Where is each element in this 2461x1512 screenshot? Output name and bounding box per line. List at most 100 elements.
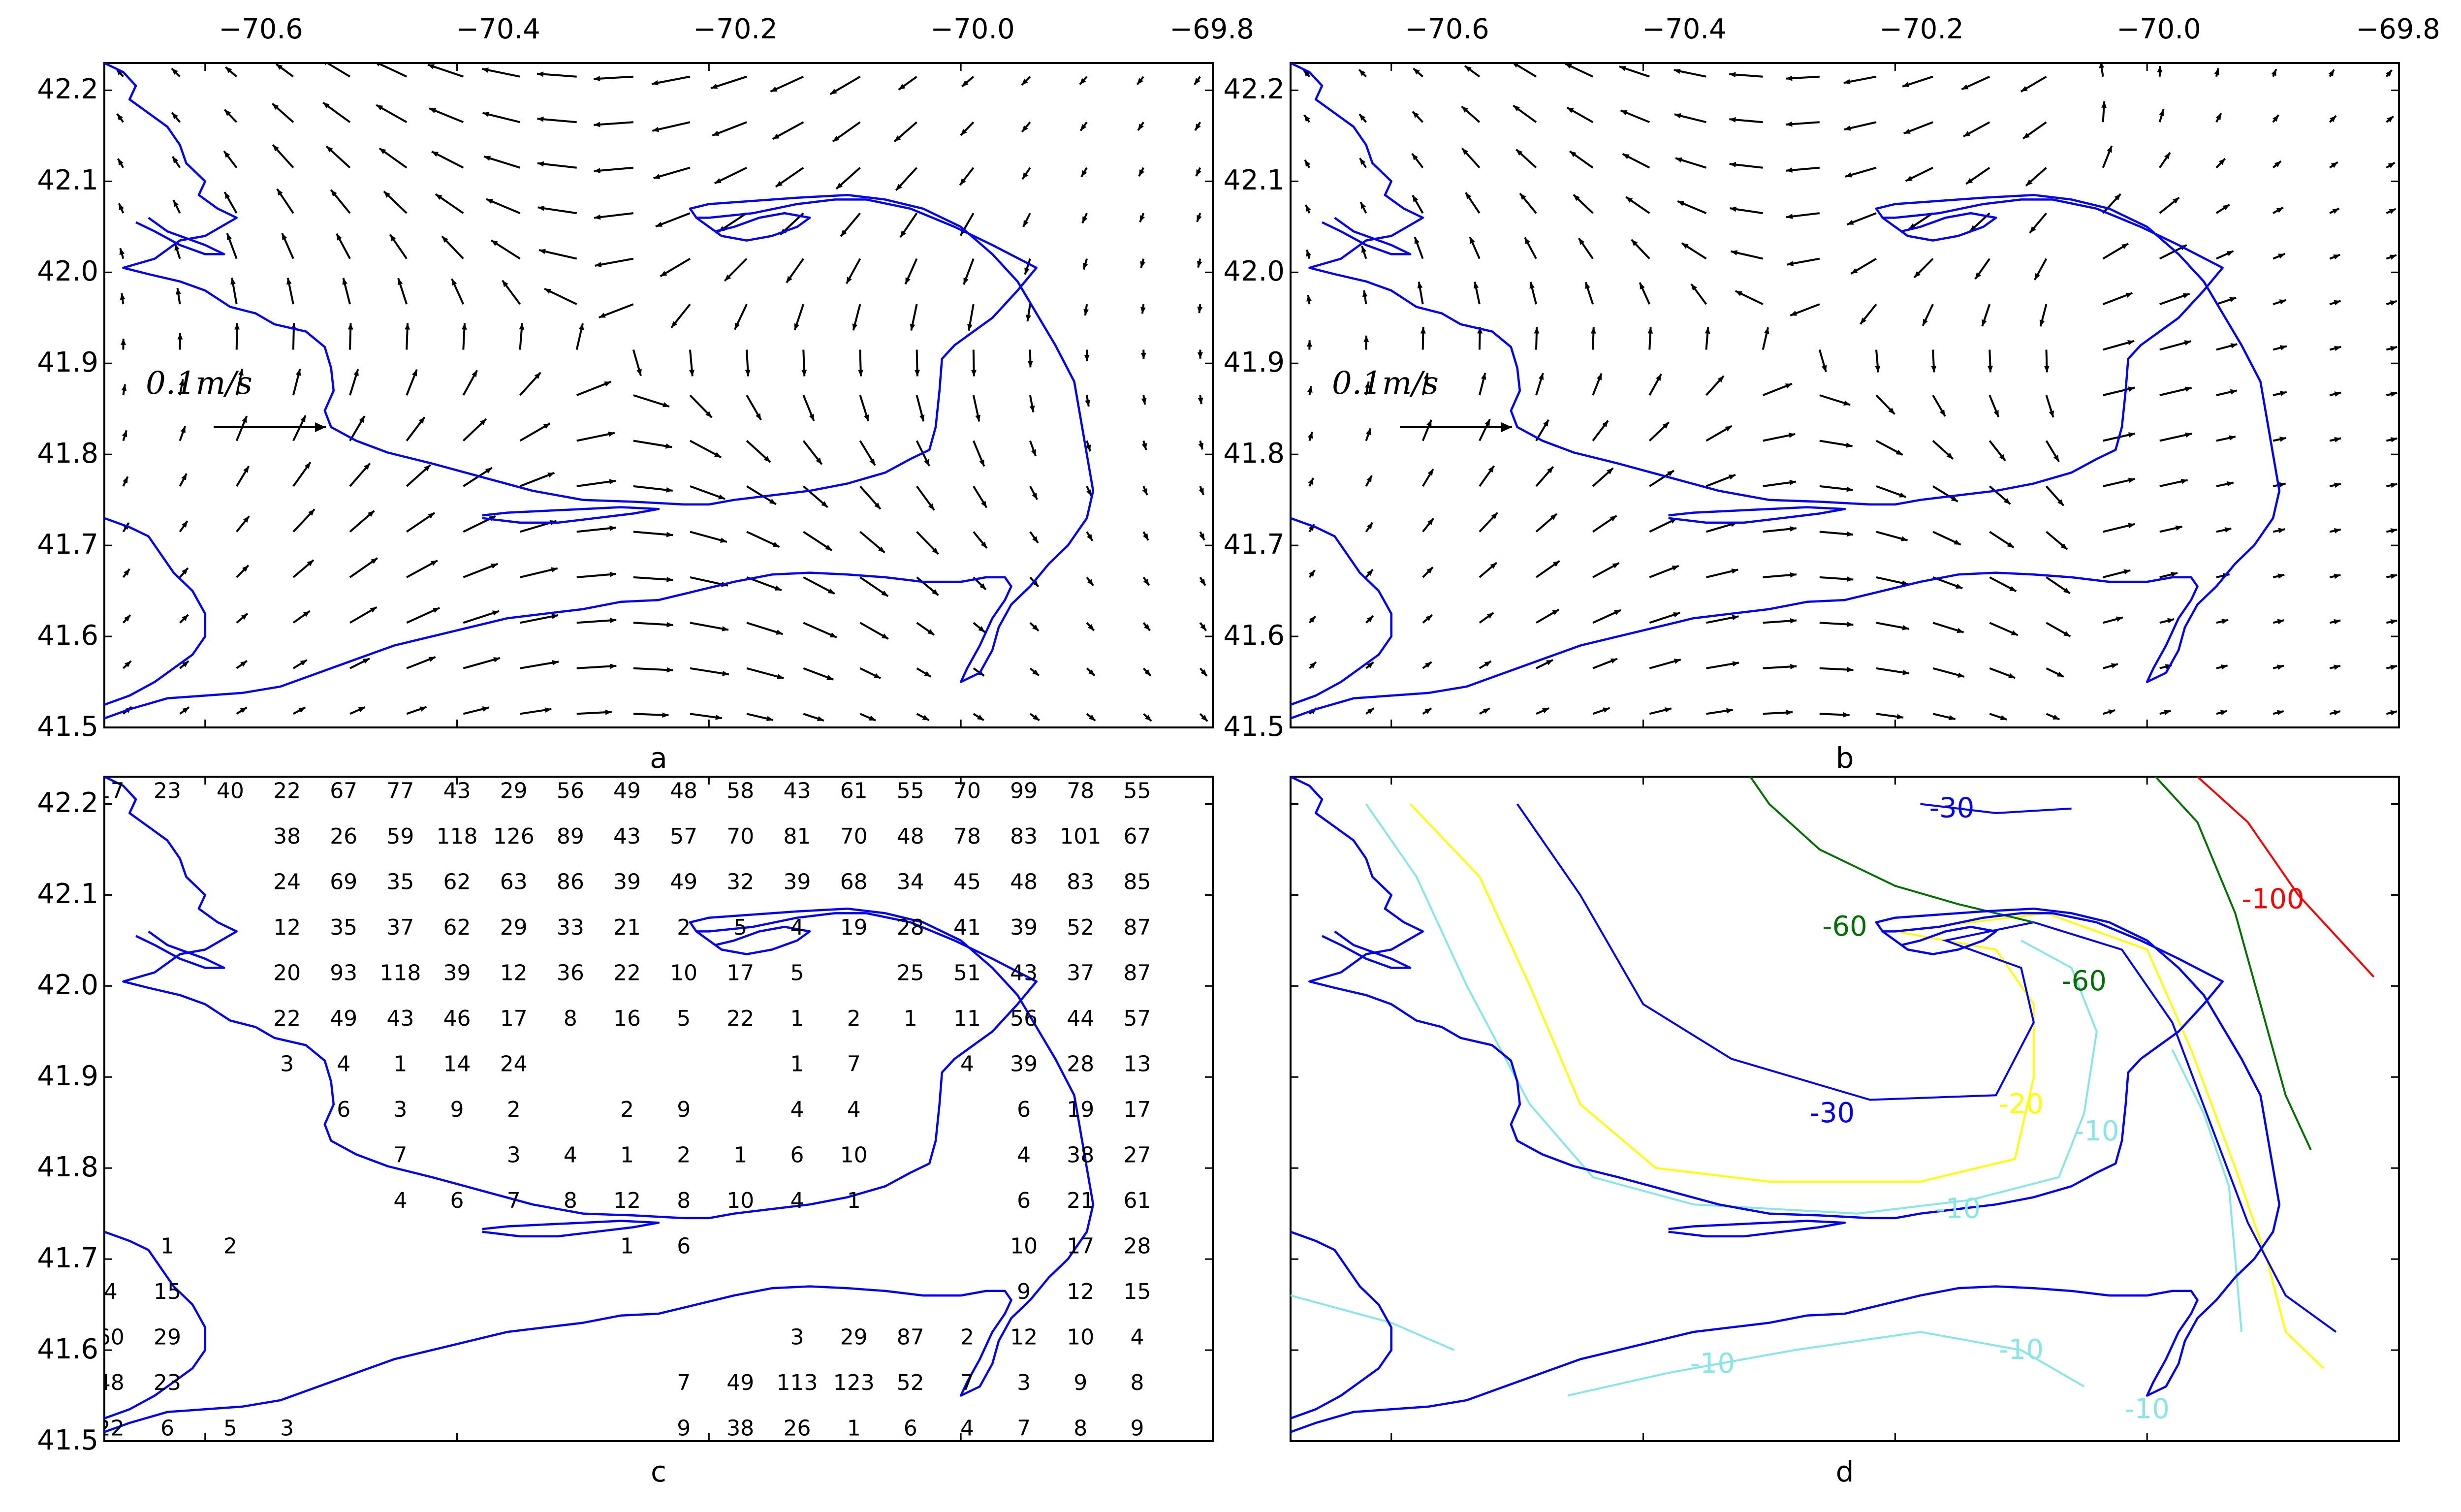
velocity-arrowhead bbox=[491, 240, 498, 246]
velocity-arrowhead bbox=[1900, 536, 1908, 541]
velocity-arrowhead bbox=[2277, 573, 2285, 579]
velocity-arrow bbox=[325, 63, 351, 78]
grid-value: 40 bbox=[217, 779, 244, 804]
velocity-arrowhead bbox=[1732, 615, 1739, 621]
grid-value: 55 bbox=[1124, 779, 1151, 804]
grid-value: 9 bbox=[677, 1416, 691, 1441]
velocity-arrowhead bbox=[182, 661, 189, 667]
velocity-arrowhead bbox=[2221, 619, 2229, 624]
grid-value: 21 bbox=[613, 915, 641, 940]
velocity-arrowhead bbox=[1552, 561, 1560, 567]
velocity-arrowhead bbox=[1851, 268, 1858, 274]
velocity-arrowhead bbox=[1198, 442, 1204, 450]
velocity-arrowhead bbox=[830, 89, 837, 94]
velocity-arrowhead bbox=[1640, 283, 1645, 290]
velocity-arrowhead bbox=[2044, 366, 2050, 373]
grid-value: 60 bbox=[97, 1324, 125, 1350]
velocity-arrowhead bbox=[766, 716, 773, 722]
grid-value: 1 bbox=[733, 1143, 747, 1168]
velocity-arrowhead bbox=[1420, 327, 1426, 334]
velocity-arrowhead bbox=[2175, 525, 2182, 531]
velocity-arrowhead bbox=[1488, 466, 1494, 473]
velocity-arrowhead bbox=[960, 178, 966, 186]
velocity-arrowhead bbox=[1728, 474, 1735, 480]
velocity-arrowhead bbox=[1087, 579, 1094, 586]
velocity-arrowhead bbox=[718, 494, 726, 500]
panel-c-content: 17 23 40 22 67 77 43 29 56 49 48 58 43 61 55 70 99 78 5538… bbox=[97, 777, 1151, 1441]
depth-contour bbox=[1365, 803, 2098, 1215]
velocity-arrowhead bbox=[2128, 432, 2135, 438]
grid-value: 23 bbox=[154, 1370, 181, 1395]
scale-arrowhead-b bbox=[1501, 422, 1512, 432]
velocity-arrowhead bbox=[2180, 478, 2188, 484]
velocity-arrowhead bbox=[816, 457, 822, 465]
velocity-arrowhead bbox=[1846, 442, 1853, 448]
velocity-arrowhead bbox=[331, 189, 337, 197]
velocity-arrowhead bbox=[1656, 374, 1662, 381]
coastline-5 bbox=[1668, 1220, 1846, 1238]
velocity-arrowhead bbox=[1529, 282, 1535, 289]
velocity-arrowhead bbox=[1087, 624, 1094, 631]
velocity-arrowhead bbox=[660, 271, 667, 277]
lon-tick-label-a: −69.8 bbox=[1169, 13, 1254, 45]
velocity-arrowhead bbox=[1790, 663, 1797, 669]
lat-tick-label-a: 41.9 bbox=[37, 346, 98, 378]
velocity-arrowhead bbox=[1079, 78, 1086, 85]
velocity-arrowhead bbox=[1975, 272, 1981, 280]
contour-label: -10 bbox=[1936, 1193, 1981, 1225]
velocity-arrowhead bbox=[537, 205, 545, 211]
velocity-arrowhead bbox=[2276, 207, 2283, 213]
velocity-arrowhead bbox=[2167, 618, 2175, 624]
velocity-arrowhead bbox=[1364, 381, 1370, 388]
grid-value: 81 bbox=[784, 824, 811, 849]
velocity-arrowhead bbox=[1946, 452, 1953, 459]
coastline-4 bbox=[1322, 217, 1412, 255]
velocity-arrowhead bbox=[1788, 433, 1796, 438]
velocity-arrowhead bbox=[2274, 161, 2281, 167]
velocity-arrowhead bbox=[1085, 400, 1091, 407]
velocity-arrowhead bbox=[594, 76, 600, 82]
lon-tick-label-a: −70.6 bbox=[219, 13, 303, 45]
velocity-arrowhead bbox=[550, 567, 558, 573]
velocity-arrowhead bbox=[609, 479, 616, 485]
grid-value: 22 bbox=[726, 1006, 754, 1031]
velocity-arrowhead bbox=[1084, 354, 1090, 361]
grid-value: 8 bbox=[564, 1188, 577, 1213]
velocity-arrowhead bbox=[714, 452, 722, 458]
velocity-arrowhead bbox=[1197, 215, 1202, 222]
velocity-arrowhead bbox=[763, 456, 771, 462]
velocity-arrowhead bbox=[1513, 63, 1519, 68]
panel-label-c: c bbox=[651, 1455, 666, 1488]
velocity-arrowhead bbox=[276, 63, 283, 70]
velocity-arrowhead bbox=[1543, 419, 1549, 427]
velocity-arrowhead bbox=[1426, 419, 1432, 427]
velocity-arrowhead bbox=[836, 183, 843, 189]
velocity-arrowhead bbox=[846, 277, 852, 284]
velocity-arrowhead bbox=[786, 276, 792, 283]
velocity-arrowhead bbox=[971, 370, 977, 377]
velocity-arrowhead bbox=[433, 607, 440, 613]
velocity-arrow bbox=[482, 112, 520, 124]
velocity-arrowhead bbox=[594, 214, 601, 220]
velocity-arrowhead bbox=[1359, 114, 1366, 121]
grid-value: 39 bbox=[784, 870, 811, 895]
velocity-arrowhead bbox=[1843, 400, 1851, 406]
velocity-arrowhead bbox=[1308, 478, 1314, 485]
grid-value: 6 bbox=[790, 1143, 804, 1168]
velocity-arrowhead bbox=[829, 632, 837, 638]
grid-value: 46 bbox=[443, 1006, 471, 1031]
velocity-arrowhead bbox=[442, 236, 448, 243]
velocity-arrowhead bbox=[1032, 669, 1039, 676]
grid-value: 43 bbox=[613, 824, 641, 849]
velocity-arrowhead bbox=[1620, 110, 1628, 116]
velocity-arrowhead bbox=[428, 64, 435, 69]
velocity-arrowhead bbox=[243, 516, 250, 523]
velocity-arrowhead bbox=[304, 462, 311, 469]
grid-value: 70 bbox=[840, 824, 868, 849]
depth-contour bbox=[1749, 777, 2034, 923]
velocity-arrowhead bbox=[1465, 65, 1472, 72]
depth-contour bbox=[1567, 1331, 2085, 1397]
velocity-arrowhead bbox=[1726, 708, 1733, 714]
velocity-arrowhead bbox=[1735, 291, 1742, 296]
velocity-arrow bbox=[651, 75, 691, 85]
